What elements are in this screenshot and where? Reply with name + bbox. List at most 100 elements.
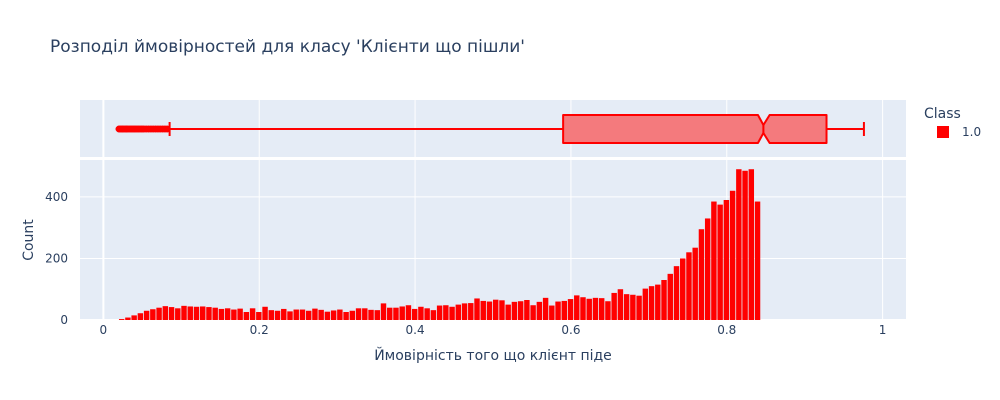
y-tick-label: 400 (45, 190, 68, 204)
histogram-bar (717, 204, 723, 320)
histogram-bar (411, 308, 418, 320)
histogram-bar (499, 300, 505, 320)
histogram-bar (723, 200, 730, 320)
histogram-bar (193, 306, 200, 320)
histogram-bar (318, 309, 324, 320)
histogram-bar (424, 308, 430, 320)
histogram-bar (511, 301, 518, 320)
histogram-bar (181, 305, 187, 320)
histogram-bar (686, 252, 692, 320)
histogram-bar (673, 266, 680, 320)
histogram-bar (168, 307, 175, 320)
x-tick-label: 0.8 (717, 323, 736, 337)
x-tick-label: 1 (879, 323, 887, 337)
histogram-bar (704, 218, 711, 320)
histogram-bar (667, 273, 673, 320)
histogram-bar (368, 309, 374, 320)
histogram-bar (555, 301, 561, 320)
histogram-bar (262, 306, 268, 320)
histogram-bar (742, 170, 748, 320)
histogram-bar (580, 297, 586, 320)
histogram-bar (486, 301, 493, 320)
histogram-bar (249, 308, 256, 320)
histogram-bar (605, 301, 611, 320)
histogram-bar (642, 288, 649, 320)
histogram-bar (636, 295, 642, 320)
histogram-bar (436, 305, 443, 320)
histogram-bar (293, 309, 299, 320)
histogram-bar (748, 169, 755, 320)
histogram-bar (374, 310, 380, 320)
box-outlier-point (163, 125, 171, 133)
histogram-bar (729, 190, 736, 320)
histogram-bar (237, 308, 243, 320)
histogram-bar (268, 310, 275, 320)
histogram-bar (231, 309, 237, 320)
x-tick-label: 0.2 (250, 323, 269, 337)
histogram-bar (387, 307, 393, 320)
histogram-bar (586, 298, 592, 320)
histogram-bar (536, 301, 543, 320)
box-plot[interactable] (115, 114, 865, 144)
histogram-bar (455, 304, 462, 320)
histogram-bar (162, 306, 169, 320)
histogram-bar (736, 169, 742, 320)
x-tick-label: 0 (100, 323, 108, 337)
y-axis-title: Count (21, 219, 37, 261)
histogram-bar (530, 305, 536, 320)
histogram-bar (648, 286, 655, 320)
histogram-bar (287, 311, 293, 320)
histogram-bar (143, 310, 150, 320)
x-tick-label: 0.4 (406, 323, 425, 337)
histogram-bar (362, 308, 368, 320)
histogram-bar (131, 315, 137, 320)
histogram-bar (655, 284, 661, 320)
histogram-bar (617, 289, 624, 320)
histogram-bar (505, 304, 511, 320)
histogram-bar (561, 300, 568, 320)
histogram-bar (493, 299, 499, 320)
x-axis-ticks: 0 0.2 0.4 0.6 0.8 1 (100, 323, 887, 337)
histogram-bar (474, 298, 480, 320)
histogram-bar (623, 294, 630, 320)
histogram-bar (692, 247, 698, 320)
legend-item-1-0[interactable]: 1.0 (937, 125, 981, 139)
histogram-bar (680, 258, 686, 320)
histogram-bar (711, 201, 717, 320)
histogram-bar (281, 308, 287, 320)
histogram-bar (449, 306, 455, 320)
histogram-bar (212, 307, 218, 320)
histogram-bar (611, 292, 617, 320)
chart-title: Розподіл ймовірностей для класу 'Клієнти… (50, 37, 525, 57)
histogram-bar (218, 308, 225, 320)
histogram-bar (574, 295, 580, 320)
histogram-bar (542, 297, 549, 320)
histogram-bar (156, 307, 162, 320)
histogram-panel (80, 160, 906, 320)
histogram-bars[interactable] (118, 169, 761, 320)
histogram-bar (754, 201, 761, 320)
x-axis-title: Ймовірність того що клієнт піде (374, 346, 612, 364)
histogram-bar (150, 309, 156, 320)
histogram-bar (418, 306, 424, 320)
histogram-bar (405, 305, 412, 320)
histogram-bar (430, 310, 437, 320)
histogram-bar (349, 310, 356, 320)
histogram-bar (461, 303, 468, 320)
histogram-bar (698, 229, 705, 320)
histogram-bar (661, 280, 667, 320)
y-axis-ticks: 0 200 400 (45, 190, 68, 327)
y-tick-label: 200 (45, 251, 68, 265)
histogram-bar (256, 312, 262, 320)
histogram-bar (630, 294, 636, 320)
legend-title: Class (924, 106, 961, 122)
histogram-bar (517, 301, 524, 320)
histogram-bar (337, 309, 343, 320)
histogram-bar (468, 303, 474, 320)
histogram-bar (399, 306, 405, 320)
histogram-bar (125, 317, 131, 320)
histogram-bar (380, 303, 387, 320)
histogram-bar (443, 305, 449, 320)
